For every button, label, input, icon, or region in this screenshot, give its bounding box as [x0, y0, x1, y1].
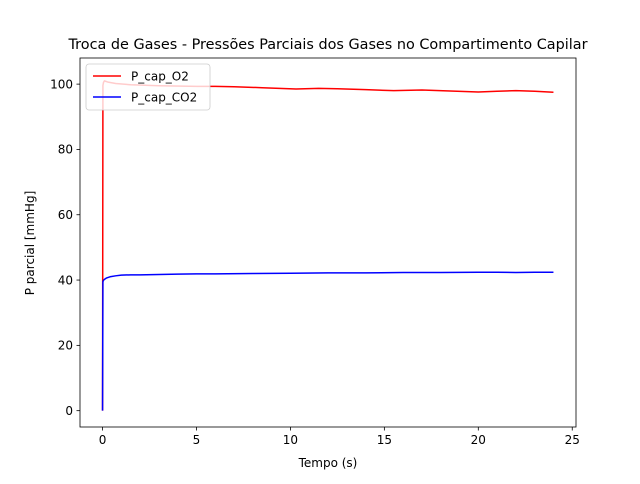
y-tick-label: 60 — [58, 208, 73, 222]
y-tick-label: 100 — [50, 77, 73, 91]
y-tick-label: 0 — [65, 404, 73, 418]
y-tick-label: 20 — [58, 339, 73, 353]
y-axis-label: P parcial [mmHg] — [23, 191, 37, 296]
x-tick-label: 15 — [377, 433, 392, 447]
series-line-p-cap-co2 — [101, 271, 554, 411]
legend-label: P_cap_O2 — [131, 69, 189, 83]
x-tick-label: 25 — [565, 433, 580, 447]
x-tick-label: 10 — [283, 433, 298, 447]
x-axis-label: Tempo (s) — [298, 456, 358, 470]
y-tick-label: 80 — [58, 143, 73, 157]
legend-label: P_cap_CO2 — [131, 90, 197, 104]
y-tick-label: 40 — [58, 273, 73, 287]
x-tick-label: 5 — [193, 433, 201, 447]
axes-frame — [79, 57, 577, 428]
x-tick-label: 0 — [99, 433, 107, 447]
x-tick-label: 20 — [471, 433, 486, 447]
chart-title: Troca de Gases - Pressões Parciais dos G… — [68, 37, 588, 53]
legend: P_cap_O2 P_cap_CO2 — [85, 63, 211, 111]
